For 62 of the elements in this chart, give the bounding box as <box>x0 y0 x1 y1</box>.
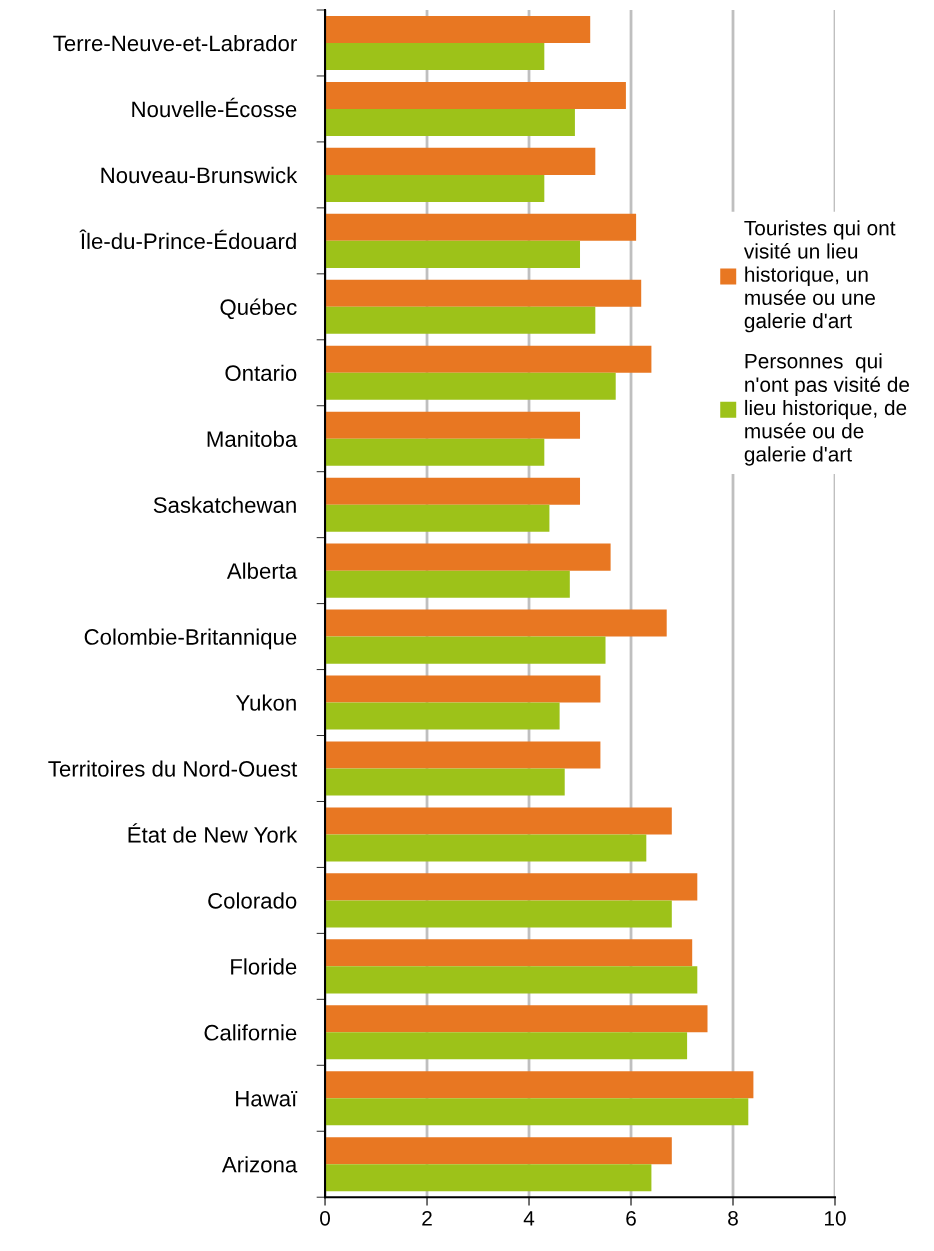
bar <box>325 477 581 505</box>
bar <box>325 741 601 769</box>
bar <box>325 108 575 136</box>
bar <box>325 807 672 835</box>
x-tick-label: 0 <box>320 1210 331 1226</box>
bar <box>325 1032 688 1060</box>
bar <box>325 81 626 109</box>
bar <box>325 147 596 175</box>
y-tick-label: Yukon <box>235 694 296 711</box>
y-tick-label: Île-du-Prince-Édouard <box>79 229 296 250</box>
y-tick-label: Territoires du Nord-Ouest <box>48 760 298 777</box>
y-tick-label: État de New York <box>128 823 298 843</box>
y-tick-label: Alberta <box>226 562 298 579</box>
x-tick-label: 10 <box>825 1210 846 1226</box>
x-tick-label: 6 <box>626 1210 636 1226</box>
y-tick-label: Québec <box>220 298 297 320</box>
bar <box>325 42 545 71</box>
bar <box>325 966 698 994</box>
y-tick-label: Manitoba <box>207 430 298 447</box>
bar <box>325 702 560 730</box>
y-tick-label: Saskatchewan <box>153 496 296 513</box>
y-tick-label: Floride <box>231 958 297 975</box>
bar <box>325 1164 652 1192</box>
bar <box>325 1005 708 1033</box>
y-tick-label: Colorado <box>208 892 297 909</box>
bar <box>325 900 672 928</box>
x-tick-label: 2 <box>422 1210 432 1226</box>
bar <box>325 873 698 901</box>
x-tick-label: 8 <box>728 1210 738 1226</box>
y-tick-label: Arizona <box>221 1156 298 1173</box>
bar <box>325 240 581 268</box>
bar <box>325 939 693 967</box>
bar <box>325 15 591 43</box>
bar <box>325 570 570 598</box>
bar <box>325 411 581 439</box>
y-tick-label: Colombie-Britannique <box>84 628 297 650</box>
bar <box>325 609 667 637</box>
y-tick-label: Ontario <box>225 364 297 382</box>
bar <box>325 1137 672 1165</box>
bar <box>325 174 545 202</box>
y-tick-label: Nouveau-Brunswick <box>101 166 298 184</box>
bar <box>325 345 652 373</box>
bar <box>325 213 637 241</box>
legend-label: Touristes qui ont visité un lieu historique, un musée ou une galerie d'art <box>743 220 896 333</box>
bar <box>325 438 545 466</box>
bar <box>325 306 596 334</box>
y-tick-label: Terre-Neuve-et-Labrador <box>53 34 297 52</box>
y-tick-label: Nouvelle-Écosse <box>132 97 297 118</box>
y-tick-label: Hawaï <box>236 1091 298 1107</box>
bar <box>325 372 616 400</box>
bar <box>325 1071 754 1099</box>
bar <box>325 675 601 703</box>
x-tick-label: 4 <box>523 1211 535 1226</box>
bar <box>325 504 550 532</box>
bar <box>325 279 642 307</box>
legend-label: Personnes qui n'ont pas visité de lieu historique, de musée ou de galerie d'art <box>744 353 910 466</box>
y-tick-label: Californie <box>204 1024 297 1041</box>
bar <box>325 543 611 571</box>
bar <box>325 834 647 862</box>
bar <box>325 1098 749 1126</box>
bar <box>325 768 565 796</box>
bar <box>325 636 606 664</box>
